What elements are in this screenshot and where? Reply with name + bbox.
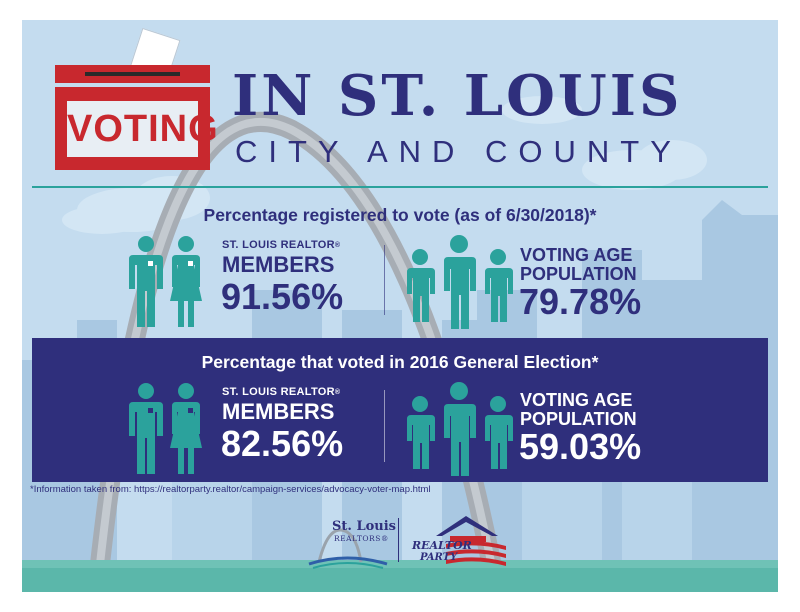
voted-members-value: 82.56%: [221, 423, 344, 464]
page-title: IN ST. LOUIS: [232, 63, 683, 129]
voting-badge-label: VOTING: [67, 101, 218, 157]
source-footnote: *Information taken from: https://realtor…: [30, 484, 431, 495]
ballot-slot: [55, 65, 210, 83]
realtor-members-icon: [129, 236, 202, 327]
voted-members-label-top: ST. LOUIS REALTOR®: [222, 386, 340, 399]
registered-heading: Percentage registered to vote (as of 6/3…: [203, 205, 597, 225]
registered-members-label-main: MEMBERS: [222, 252, 335, 277]
businesswoman-icon: [170, 236, 202, 327]
voted-population-value: 59.03%: [519, 426, 642, 467]
infographic-frame: VOTING IN ST. LOUIS CITY AND COUNTY Perc…: [22, 20, 778, 592]
businessman-icon: [129, 383, 163, 474]
registered-members-label-text: ST. LOUIS REALTOR: [222, 239, 335, 251]
registered-population-value: 79.78%: [519, 281, 642, 322]
river-strip: [22, 568, 778, 592]
title-divider: [32, 186, 768, 188]
voted-trademark: ®: [334, 389, 341, 396]
page-subtitle: CITY AND COUNTY: [235, 134, 682, 169]
ballot-box-body: VOTING: [55, 87, 218, 170]
registered-population-label-main: POPULATION: [520, 264, 637, 284]
logo-divider: [398, 518, 399, 562]
group-of-people-icon: [407, 235, 513, 329]
realtor-party-logo-word1: REALTOR: [412, 539, 472, 552]
voted-population-label-top: VOTING AGE: [520, 390, 633, 410]
ballot-box-icon: VOTING: [55, 27, 218, 170]
st-louis-logo-name: St. Louis: [332, 519, 396, 534]
businessman-icon: [129, 236, 163, 327]
voted-heading: Percentage that voted in 2016 General El…: [201, 352, 599, 372]
realtor-members-icon-voted: [129, 383, 202, 474]
registered-members-value: 91.56%: [221, 276, 344, 317]
registered-members-label-top: ST. LOUIS REALTOR®: [222, 239, 340, 252]
registered-trademark: ®: [334, 242, 341, 249]
house-flag-icon: [436, 516, 506, 566]
group-of-people-icon: [407, 382, 513, 476]
voted-stats-divider: [384, 390, 385, 462]
businesswoman-icon: [170, 383, 202, 474]
registered-population-label-top: VOTING AGE: [520, 245, 633, 265]
registered-stats-divider: [384, 245, 385, 315]
voted-members-label-main: MEMBERS: [222, 399, 335, 424]
realtor-party-logo-word2: PARTY: [420, 552, 458, 563]
voted-population-label-main: POPULATION: [520, 409, 637, 429]
st-louis-logo-subtitle: REALTORS®: [334, 534, 389, 543]
st-louis-realtors-logo: [308, 528, 388, 569]
voted-members-label-text: ST. LOUIS REALTOR: [222, 386, 335, 398]
